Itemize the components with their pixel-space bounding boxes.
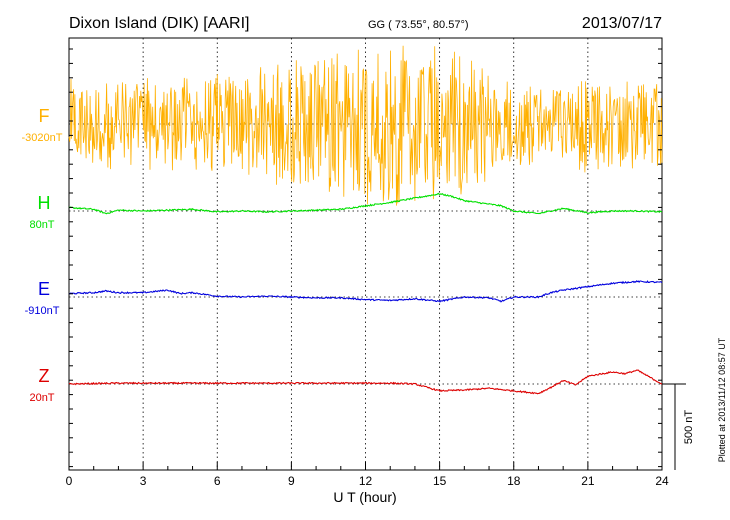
series-labels: F -3020nT H 80nT E -910nT Z 20nT <box>22 106 63 404</box>
trace-H <box>68 192 663 215</box>
plotted-timestamp: Plotted at 2013/11/12 08:57 UT <box>717 337 727 462</box>
date-label: 2013/07/17 <box>582 15 662 32</box>
geographic-coordinates: GG ( 73.55°, 80.57°) <box>368 19 469 31</box>
x-tick-label-9: 9 <box>288 474 295 488</box>
series-name-E: E <box>38 279 50 299</box>
x-tick-label-21: 21 <box>581 474 595 488</box>
x-tick-label-0: 0 <box>66 474 73 488</box>
series-baseline-F: -3020nT <box>22 132 63 144</box>
x-axis-title: U T (hour) <box>333 489 396 505</box>
trace-layer <box>68 45 663 395</box>
series-baseline-Z: 20nT <box>29 392 54 404</box>
x-tick-label-3: 3 <box>140 474 147 488</box>
x-tick-label-12: 12 <box>359 474 373 488</box>
x-axis: 0 3 6 9 12 15 18 21 24 <box>66 48 669 488</box>
scale-bar: 500 nT <box>662 383 695 470</box>
x-tick-label-15: 15 <box>433 474 447 488</box>
scale-bar-label: 500 nT <box>683 410 695 445</box>
x-tick-label-6: 6 <box>214 474 221 488</box>
trace-E <box>68 280 663 303</box>
series-baseline-E: -910nT <box>25 305 60 317</box>
trace-Z <box>68 369 662 395</box>
x-tick-label-24: 24 <box>655 474 669 488</box>
series-name-Z: Z <box>39 366 50 386</box>
series-baseline-H: 80nT <box>29 219 54 231</box>
station-title: Dixon Island (DIK) [AARI] <box>69 15 250 32</box>
x-tick-label-18: 18 <box>507 474 521 488</box>
series-name-F: F <box>39 106 50 126</box>
series-name-H: H <box>38 193 51 213</box>
trace-F <box>68 45 663 206</box>
